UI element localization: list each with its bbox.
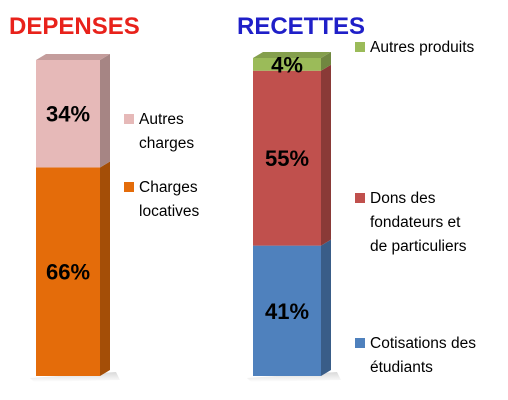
data-label: 66% [46,260,90,285]
chart-1: DEPENSES 66% Charges locatives 34% Autres char… [9,13,200,382]
bar-side [321,239,331,376]
chart-title: DEPENSES [9,13,140,40]
data-label: 55% [265,146,309,171]
legend-swatch [355,193,365,203]
data-label: 41% [265,299,309,324]
bar-side [321,52,331,71]
bar-segment-charges-locatives: 66% [36,161,110,376]
legend-label: Cotisations des [370,335,476,352]
legend-label: charges [139,135,194,152]
legend-item: Autres charges [124,111,194,152]
bar-side [321,64,331,246]
legend-swatch [124,114,134,124]
legend-swatch [355,42,365,52]
bar-side [100,54,110,168]
legend-label: fondateurs et [370,214,461,231]
bar-segment-autres-produits: 4% [253,52,331,77]
bar-front [253,58,321,71]
chart-2: RECETTES 41% Cotisations des étudiants 55% Do… [237,13,476,382]
legend-label: Dons des [370,190,436,207]
bar-segment-cotisations-des-tudiants: 41% [253,239,331,376]
data-label: 4% [271,52,303,77]
bar-top [253,52,331,58]
bar-top [36,54,110,60]
legend-item: Autres produits [355,39,474,56]
bar-front [253,70,321,246]
bar-segment-autres-charges: 34% [36,54,110,168]
bar-front [36,60,100,168]
legend-label: locatives [139,203,200,220]
data-label: 34% [46,102,90,127]
legend-item: Dons des fondateurs et de particuliers [355,190,467,255]
legend-swatch [124,182,134,192]
bar-segment-dons-des-fondateurs-et-de-particuliers: 55% [253,64,331,246]
legend-label: de particuliers [370,238,467,255]
legend-label: Charges [139,179,198,196]
legend-item: Cotisations des étudiants [355,335,476,376]
bar-front [36,167,100,376]
legend-label: étudiants [370,359,433,376]
legend-label: Autres [139,111,184,128]
bar-side [100,161,110,376]
bar-front [253,245,321,376]
legend-label: Autres produits [370,39,474,56]
legend-swatch [355,338,365,348]
legend-item: Charges locatives [124,179,200,220]
chart-title: RECETTES [237,13,365,40]
